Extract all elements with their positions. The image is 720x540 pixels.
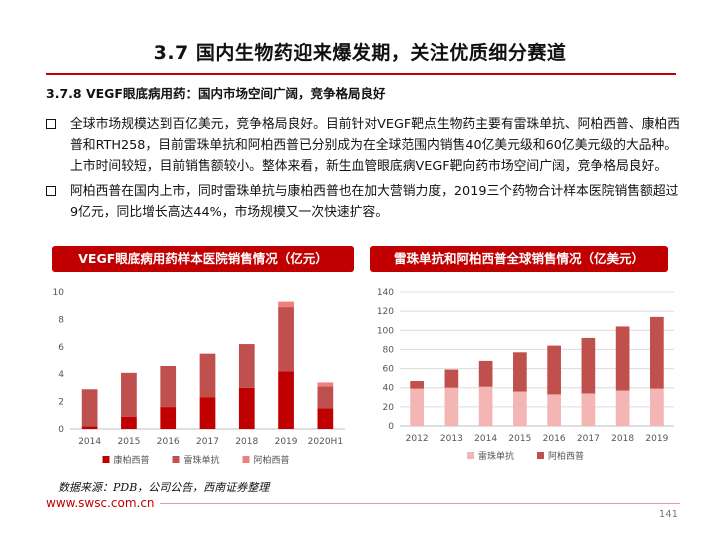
bar-segment <box>581 393 596 426</box>
bar-segment <box>581 337 596 394</box>
y-tick-label: 100 <box>377 326 394 336</box>
legend-label: 雷珠单抗 <box>184 454 220 466</box>
bar-segment <box>81 389 98 427</box>
x-tick-label: 2013 <box>440 434 463 444</box>
checkbox-bullet-icon <box>46 119 56 129</box>
legend-label: 雷珠单抗 <box>478 450 514 462</box>
y-tick-label: 40 <box>383 384 395 394</box>
chart-title-global-sales: 雷珠单抗和阿柏西普全球销售情况（亿美元） <box>370 246 668 272</box>
bar-segment <box>615 326 630 391</box>
bar-segment <box>199 397 216 429</box>
legend-label: 康柏西普 <box>114 454 150 466</box>
x-tick-label: 2019 <box>275 437 298 447</box>
data-source-note: 数据来源：PDB，公司公告，西南证券整理 <box>58 481 270 494</box>
bar-segment <box>650 388 664 426</box>
bar-segment <box>547 394 561 426</box>
bar-segment <box>410 381 424 389</box>
y-tick-label: 6 <box>58 343 64 353</box>
y-tick-label: 4 <box>58 370 64 380</box>
x-tick-label: 2016 <box>157 437 180 447</box>
bullet-item: 阿柏西普在国内上市，同时雷珠单抗与康柏西普也在加大营销力度，2019三个药物合计… <box>46 181 682 223</box>
y-tick-label: 140 <box>377 288 394 298</box>
bar-segment <box>199 353 216 398</box>
x-tick-label: 2015 <box>508 434 531 444</box>
x-tick-label: 2018 <box>611 434 634 444</box>
y-tick-label: 8 <box>58 315 64 325</box>
bar-segment <box>160 365 177 408</box>
bar-segment <box>615 390 630 426</box>
bar-segment <box>650 316 664 389</box>
slide-title: 3.7 国内生物药迎来爆发期，关注优质细分赛道 <box>153 42 567 64</box>
x-tick-label: 2019 <box>645 434 668 444</box>
bar-segment <box>278 301 294 308</box>
legend-label: 阿柏西普 <box>254 454 290 466</box>
footer-divider <box>160 503 680 504</box>
chart-title-domestic-sales: VEGF眼底病用药样本医院销售情况（亿元） <box>52 246 354 272</box>
global-sales-chart: 0 20 40 60 80 100 120 140 2012 2013 2014 2015 2016 20… <box>377 288 674 462</box>
bar-segment <box>160 407 177 429</box>
domestic-sales-chart: 0 2 4 6 8 10 2014 2015 2016 2017 2018 2019 2020H1 康柏西… <box>53 288 345 466</box>
checkbox-bullet-icon <box>46 186 56 196</box>
x-tick-label: 2020H1 <box>308 437 343 447</box>
y-tick-label: 2 <box>58 398 64 408</box>
y-tick-label: 60 <box>383 365 395 375</box>
bar-segment <box>317 382 334 387</box>
bar-segment <box>513 391 527 426</box>
bullet-text: 阿柏西普在国内上市，同时雷珠单抗与康柏西普也在加大营销力度，2019三个药物合计… <box>70 184 679 220</box>
x-tick-label: 2018 <box>235 437 258 447</box>
bar-segment <box>478 386 493 426</box>
bar-segment <box>81 426 98 429</box>
legend-swatch <box>467 452 474 459</box>
page-number: 141 <box>658 509 678 520</box>
section-heading: 3.7.8 VEGF眼底病用药：国内市场空间广阔，竞争格局良好 <box>46 86 386 101</box>
bullet-item: 全球市场规模达到百亿美元，竞争格局良好。目前针对VEGF靶点生物药主要有雷珠单抗… <box>46 114 682 177</box>
bar-segment <box>547 345 561 395</box>
x-tick-label: 2017 <box>577 434 600 444</box>
x-tick-label: 2017 <box>196 437 219 447</box>
x-tick-label: 2015 <box>117 437 140 447</box>
y-tick-label: 120 <box>377 307 394 317</box>
bar-segment <box>238 344 255 388</box>
x-tick-label: 2014 <box>78 437 101 447</box>
legend-swatch <box>172 456 180 463</box>
x-tick-label: 2016 <box>543 434 566 444</box>
bar-segment <box>278 307 294 372</box>
bar-segment <box>444 387 459 426</box>
bar-segment <box>410 388 424 426</box>
bar-segment <box>513 352 527 392</box>
bullet-text: 全球市场规模达到百亿美元，竞争格局良好。目前针对VEGF靶点生物药主要有雷珠单抗… <box>70 117 680 174</box>
legend-swatch <box>242 456 250 463</box>
x-tick-label: 2012 <box>406 434 429 444</box>
bar-segment <box>238 387 255 429</box>
y-tick-label: 80 <box>383 345 395 355</box>
bar-segment <box>278 371 294 429</box>
legend-swatch <box>537 452 544 459</box>
bar-segment <box>121 372 137 417</box>
y-tick-label: 0 <box>388 422 394 432</box>
title-divider <box>46 73 676 75</box>
legend-label: 阿柏西普 <box>548 450 584 462</box>
bar-segment <box>121 416 137 429</box>
bullet-list: 全球市场规模达到百亿美元，竞争格局良好。目前针对VEGF靶点生物药主要有雷珠单抗… <box>46 114 682 227</box>
bar-segment <box>317 386 334 409</box>
y-tick-label: 0 <box>58 425 64 435</box>
y-tick-label: 20 <box>383 403 395 413</box>
bar-segment <box>444 369 459 388</box>
y-tick-label: 10 <box>53 288 65 298</box>
legend-swatch <box>102 456 110 463</box>
bar-segment <box>317 408 334 429</box>
bar-segment <box>478 360 493 387</box>
footer-url-link[interactable]: www.swsc.com.cn <box>46 496 155 510</box>
x-tick-label: 2014 <box>474 434 497 444</box>
